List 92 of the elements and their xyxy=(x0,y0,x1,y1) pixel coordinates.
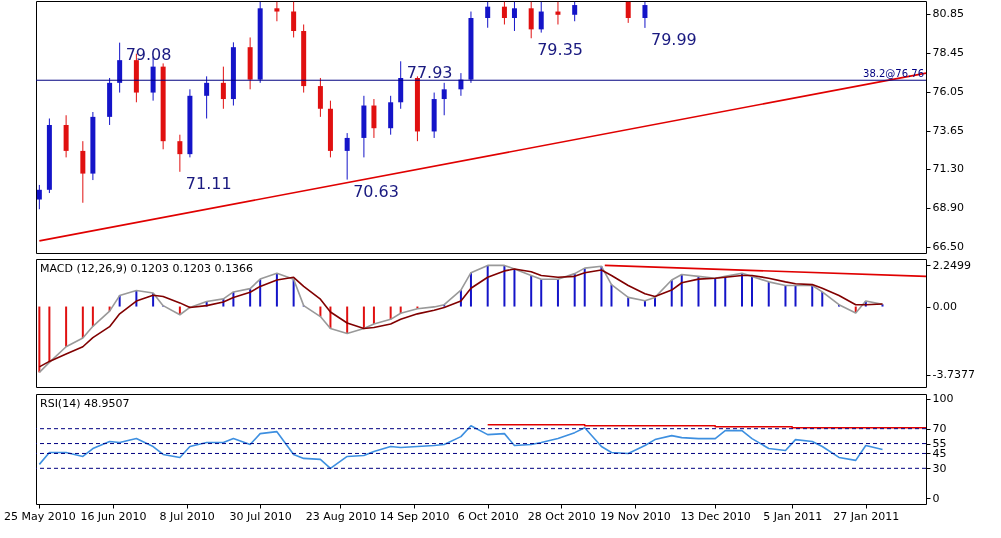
bar xyxy=(680,274,683,307)
y-tick-label: 73.65 xyxy=(932,124,964,138)
y-tick-label: -3.7377 xyxy=(932,368,975,382)
bar xyxy=(65,306,68,347)
candlestick xyxy=(317,77,323,118)
bar xyxy=(556,279,559,307)
bar xyxy=(469,272,472,307)
y-tick-label: 100 xyxy=(932,392,954,406)
y-tick-label: 78.45 xyxy=(932,46,964,60)
x-tick-label: 5 Jan 2011 xyxy=(763,509,823,523)
x-tick-label: 8 Jul 2010 xyxy=(159,509,215,523)
bar xyxy=(38,306,41,373)
y-tick-label: 2.2499 xyxy=(932,258,971,272)
bar xyxy=(670,280,673,307)
candlestick xyxy=(117,42,123,94)
x-tick-label: 16 Jun 2010 xyxy=(80,509,147,523)
y-tick-label: 68.90 xyxy=(932,201,964,215)
x-tick-label: 30 Jul 2010 xyxy=(229,509,292,523)
bar xyxy=(81,306,84,338)
annotation: 71.11 xyxy=(185,173,232,193)
bar xyxy=(653,297,656,307)
x-tick-label: 28 Oct 2010 xyxy=(527,509,596,523)
bar xyxy=(697,276,700,307)
y-tick-label: 66.50 xyxy=(932,240,964,254)
bar xyxy=(486,265,489,307)
x-tick-label: 19 Nov 2010 xyxy=(600,509,671,523)
bar xyxy=(573,273,576,307)
candlestick xyxy=(501,1,507,25)
bar xyxy=(643,300,646,307)
candlestick xyxy=(274,1,280,22)
bar xyxy=(724,276,727,307)
bar xyxy=(530,275,533,307)
bar xyxy=(118,295,121,307)
annotation: 79.99 xyxy=(650,29,697,49)
y-tick-label: 0 xyxy=(932,491,940,505)
line-series xyxy=(38,424,884,470)
y-tick-label: 80.85 xyxy=(932,7,964,21)
x-tick-label: 25 May 2010 xyxy=(3,509,76,523)
candlestick xyxy=(555,1,561,25)
candlestick xyxy=(572,1,578,22)
y-tick-label: 0.00 xyxy=(932,300,957,314)
annotation: 79.35 xyxy=(537,40,583,60)
annotation: 77.93 xyxy=(406,63,453,83)
candlestick xyxy=(291,1,297,38)
candlestick xyxy=(441,82,447,116)
bar xyxy=(91,306,94,327)
bar xyxy=(513,269,516,307)
x-tick-label: 14 Sep 2010 xyxy=(379,509,450,523)
candlestick xyxy=(220,66,226,110)
bar xyxy=(362,306,365,329)
candlestick xyxy=(80,140,86,204)
candlestick xyxy=(528,1,534,39)
x-tick-label: 6 Oct 2010 xyxy=(457,509,519,523)
bar xyxy=(627,297,630,307)
candlestick xyxy=(177,134,183,173)
bar xyxy=(48,306,51,363)
x-tick-label: 13 Dec 2010 xyxy=(680,509,751,523)
y-tick-label: 71.30 xyxy=(932,162,964,176)
chart-title: MACD (12,26,9) 0.1203 0.1203 0.1366 xyxy=(40,262,253,275)
bar xyxy=(503,265,506,307)
chart-title: RSI(14) 48.9507 xyxy=(40,397,130,410)
y-tick-label: 45 xyxy=(932,446,947,460)
candlestick xyxy=(371,98,377,139)
bar xyxy=(540,279,543,307)
candlestick xyxy=(511,1,517,32)
bar xyxy=(794,285,797,307)
candlestick xyxy=(344,132,350,181)
y-tick-label: 76.05 xyxy=(932,85,964,99)
bar xyxy=(767,281,770,307)
bar xyxy=(740,273,743,307)
bar xyxy=(583,268,586,307)
bar xyxy=(751,276,754,307)
bar xyxy=(600,266,603,307)
x-tick-label: 27 Jan 2011 xyxy=(833,509,900,523)
candlestick xyxy=(485,1,491,29)
candlestick xyxy=(204,75,210,119)
bar xyxy=(811,285,814,307)
bar xyxy=(275,273,278,307)
candlestick xyxy=(642,1,648,29)
bar xyxy=(372,306,375,324)
annotation: 79.08 xyxy=(125,44,172,64)
y-tick-label: 30 xyxy=(932,461,947,475)
candlestick xyxy=(36,184,42,210)
y-tick-label: 70 xyxy=(932,422,947,436)
bar xyxy=(784,285,787,307)
annotation: 70.63 xyxy=(353,181,399,201)
candlestick xyxy=(538,1,544,34)
bar xyxy=(821,291,824,307)
bar xyxy=(714,278,717,307)
x-tick-label: 23 Aug 2010 xyxy=(305,509,377,523)
bar xyxy=(610,284,613,307)
ref-line-label: 38.2@76.76 xyxy=(863,68,924,80)
